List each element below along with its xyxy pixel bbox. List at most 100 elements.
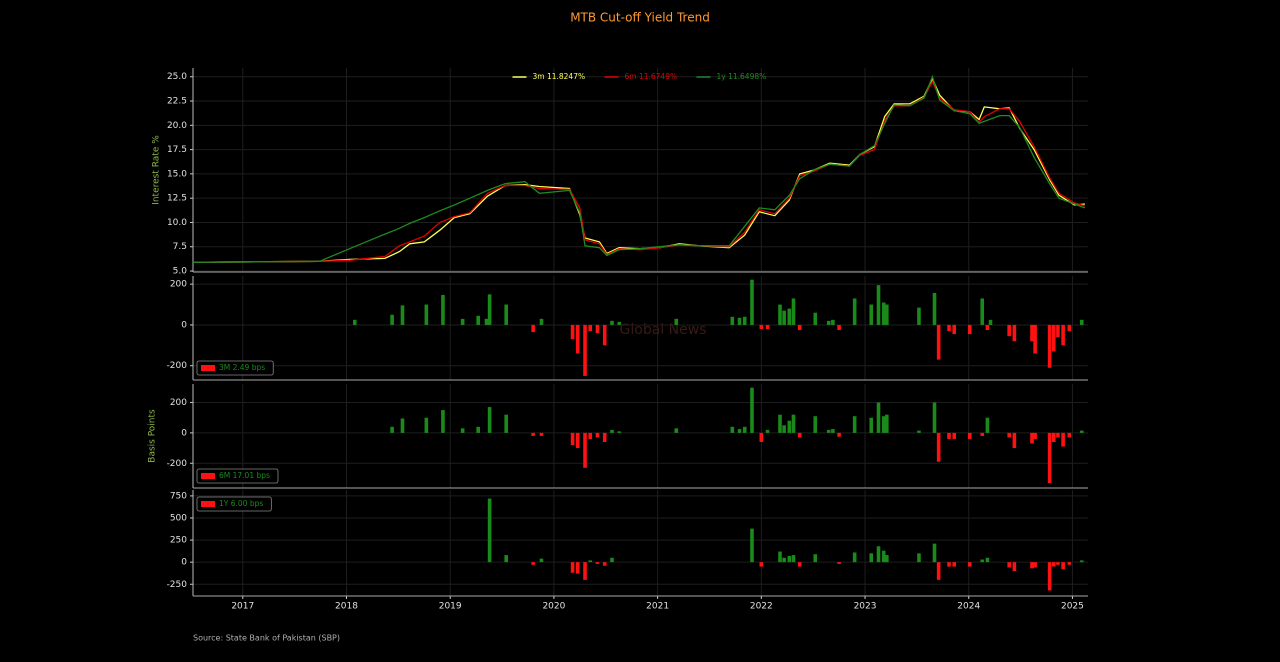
bar xyxy=(932,543,937,563)
bar xyxy=(539,318,544,325)
bar xyxy=(1012,432,1017,449)
bar xyxy=(1007,324,1011,337)
bar xyxy=(947,562,951,567)
bar xyxy=(441,410,445,433)
bar xyxy=(570,432,575,446)
x-tick-label: 2022 xyxy=(750,602,773,612)
y-tick-label: -200 xyxy=(167,459,188,469)
bar xyxy=(782,425,786,433)
y-tick-label: 20.0 xyxy=(167,121,187,131)
bar xyxy=(837,562,841,564)
legend-label: 1Y 6.00 bps xyxy=(219,499,263,508)
bar xyxy=(1056,324,1060,338)
bar xyxy=(985,324,990,331)
bar xyxy=(876,402,881,433)
chart-title: MTB Cut-off Yield Trend xyxy=(570,11,710,25)
bar xyxy=(967,324,972,335)
legend-box xyxy=(196,360,274,376)
bar xyxy=(813,416,818,433)
bar xyxy=(750,279,754,325)
bar xyxy=(588,432,593,439)
bar xyxy=(881,302,886,325)
y-tick-label: -250 xyxy=(167,580,188,590)
bar xyxy=(487,294,492,325)
bar xyxy=(737,317,742,325)
bar xyxy=(837,324,841,331)
bar xyxy=(932,402,937,433)
bar xyxy=(813,312,818,325)
source-note: Source: State Bank of Pakistan (SBP) xyxy=(193,634,340,643)
bar xyxy=(1007,432,1011,438)
bar xyxy=(602,432,607,442)
bar xyxy=(869,417,874,433)
bar xyxy=(674,318,679,325)
bar xyxy=(759,324,764,330)
bar xyxy=(869,304,874,325)
legend-label: 3M 2.49 bps xyxy=(219,363,265,372)
legend-box xyxy=(196,496,272,512)
bar xyxy=(424,417,429,433)
bar xyxy=(813,554,818,563)
bar xyxy=(869,553,874,563)
bar xyxy=(952,324,957,335)
bar xyxy=(936,432,941,462)
bar xyxy=(885,555,889,563)
bar xyxy=(1061,324,1065,346)
bar xyxy=(476,426,480,433)
bar xyxy=(952,562,957,567)
bar xyxy=(1051,562,1056,567)
bar xyxy=(1051,432,1056,442)
bar xyxy=(787,308,792,325)
y-tick-label: 0 xyxy=(181,558,187,568)
bar xyxy=(876,546,881,563)
bar xyxy=(797,324,802,331)
bar xyxy=(765,324,770,330)
y-tick-label: 12.5 xyxy=(167,194,187,204)
bar xyxy=(531,324,535,333)
y-tick-label: 17.5 xyxy=(167,145,187,155)
bar xyxy=(917,307,921,325)
legend-label: 6M 17.01 bps xyxy=(219,471,270,480)
y-tick-label: 25.0 xyxy=(167,72,187,82)
bar xyxy=(1033,562,1037,568)
bar xyxy=(1007,562,1011,568)
y-tick-label: 0 xyxy=(181,428,187,438)
x-tick-label: 2017 xyxy=(231,602,254,612)
bar xyxy=(504,555,508,563)
bar xyxy=(730,426,735,433)
bar xyxy=(742,426,747,433)
legend-swatch xyxy=(201,501,215,507)
bar xyxy=(876,285,881,325)
bar xyxy=(787,555,792,563)
bar xyxy=(985,557,990,563)
bar xyxy=(831,429,835,433)
bar xyxy=(985,417,990,433)
bar xyxy=(390,314,394,325)
bar xyxy=(1030,324,1034,342)
bar xyxy=(487,407,492,433)
bar xyxy=(932,292,937,325)
bar xyxy=(460,428,465,433)
bar xyxy=(390,426,394,433)
bar xyxy=(967,562,972,567)
bar xyxy=(602,562,607,566)
y-tick-label: 15.0 xyxy=(167,169,187,179)
bar xyxy=(730,316,735,325)
bar xyxy=(787,420,792,433)
x-tick-label: 2025 xyxy=(1061,602,1084,612)
x-tick-label: 2019 xyxy=(439,602,462,612)
watermark: Global News xyxy=(620,322,707,338)
y-tick-label: 750 xyxy=(170,491,187,501)
bar xyxy=(1056,562,1060,565)
bar xyxy=(778,551,782,563)
x-tick-label: 2024 xyxy=(957,602,980,612)
bar xyxy=(742,316,747,325)
y-tick-label: 10.0 xyxy=(167,218,187,228)
bar xyxy=(782,310,786,325)
bar xyxy=(1030,562,1034,569)
y-tick-label: 0 xyxy=(181,320,187,330)
bar xyxy=(778,304,782,325)
bar xyxy=(791,298,796,325)
bar xyxy=(1033,324,1037,354)
bar xyxy=(595,324,600,334)
